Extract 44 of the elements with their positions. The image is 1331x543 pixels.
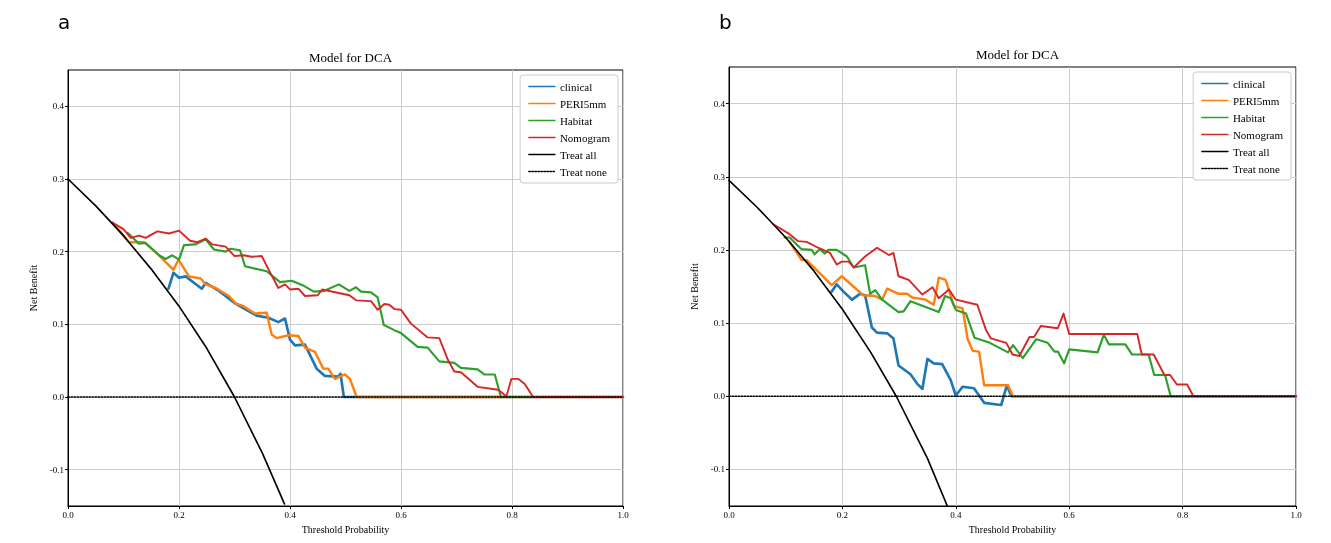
legend-label: Treat all [1232, 145, 1270, 158]
legend-label: PERI5mm [1232, 94, 1280, 107]
legend-label: PERI5mm [559, 97, 607, 110]
y-tick-label: 0.4 [713, 98, 726, 109]
x-tick-label: 1.0 [617, 509, 630, 520]
y-tick-label: -0.1 [49, 464, 64, 475]
text: a [58, 10, 71, 34]
x-tick-label: 0.0 [62, 509, 75, 520]
x-axis-title: Threshold Probability [968, 523, 1057, 535]
legend-label: Treat all [559, 148, 597, 161]
chart-title: Model for DCA [975, 47, 1060, 62]
y-tick-label: 0.2 [52, 246, 64, 257]
legend-label: clinical [1232, 77, 1266, 90]
y-tick-label: 0.0 [52, 392, 65, 402]
legend-label: Treat none [559, 165, 607, 178]
y-tick-label: 0.1 [52, 319, 64, 330]
y-tick-label: 0.3 [713, 171, 726, 182]
x-tick-label: 0.6 [395, 509, 408, 520]
x-tick-label: 0.0 [723, 509, 736, 520]
x-tick-label: 0.4 [284, 509, 297, 520]
x-tick-label: 0.2 [836, 509, 849, 520]
chart-title: Model for DCA [308, 50, 393, 65]
legend-label: Habitat [1232, 111, 1266, 124]
x-tick-label: 0.6 [1063, 509, 1076, 520]
x-tick-label: 0.4 [950, 509, 962, 520]
legend-label: Nomogram [559, 131, 611, 144]
y-tick-label: 0.3 [52, 174, 65, 184]
legend-label: clinical [559, 80, 593, 93]
y-tick-label: -0.1 [710, 464, 725, 475]
x-tick-label: 0.2 [173, 509, 185, 520]
text: b [719, 10, 732, 34]
y-axis-title: Net Benefit [27, 264, 39, 312]
y-axis-title: Net Benefit [688, 263, 700, 310]
y-tick-label: 0.1 [713, 318, 725, 329]
x-tick-label: 0.8 [1176, 509, 1189, 520]
y-tick-label: 0.0 [713, 391, 726, 402]
legend-label: Treat none [1232, 162, 1280, 175]
y-tick-label: 0.2 [713, 244, 725, 255]
x-axis-title: Threshold Probability [301, 523, 390, 535]
y-tick-label: 0.4 [52, 101, 65, 112]
x-tick-label: 0.8 [506, 509, 519, 520]
x-tick-label: 1.0 [1290, 509, 1303, 520]
legend-label: Nomogram [1232, 128, 1284, 141]
legend-label: Habitat [559, 114, 593, 127]
